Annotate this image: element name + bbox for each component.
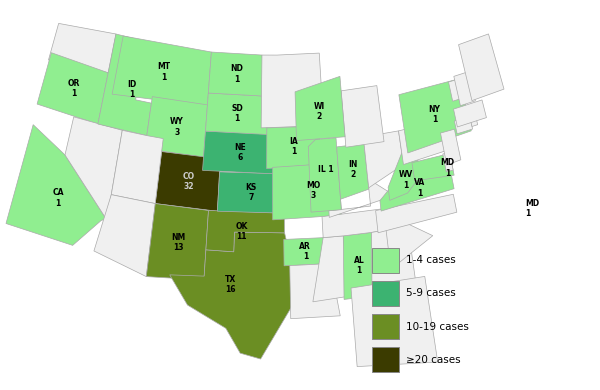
Polygon shape bbox=[443, 152, 453, 172]
Text: NY
1: NY 1 bbox=[428, 105, 440, 124]
Polygon shape bbox=[155, 152, 220, 211]
Polygon shape bbox=[37, 53, 108, 124]
Text: WY
3: WY 3 bbox=[170, 117, 184, 136]
Polygon shape bbox=[98, 34, 151, 136]
Text: CA
1: CA 1 bbox=[52, 188, 64, 207]
Text: WV
1: WV 1 bbox=[399, 170, 413, 190]
Polygon shape bbox=[208, 52, 267, 96]
Polygon shape bbox=[146, 204, 208, 280]
Polygon shape bbox=[6, 125, 106, 245]
Polygon shape bbox=[145, 97, 208, 157]
Text: TX
16: TX 16 bbox=[225, 275, 236, 294]
Text: IL 1: IL 1 bbox=[317, 165, 333, 174]
Polygon shape bbox=[65, 117, 122, 219]
Bar bbox=[372, 347, 399, 372]
Polygon shape bbox=[454, 116, 473, 134]
Polygon shape bbox=[399, 78, 471, 153]
Text: MO
3: MO 3 bbox=[306, 181, 320, 200]
Polygon shape bbox=[454, 100, 487, 127]
Text: OR
1: OR 1 bbox=[67, 79, 80, 98]
Polygon shape bbox=[217, 172, 283, 213]
Text: NM
13: NM 13 bbox=[172, 233, 185, 252]
Polygon shape bbox=[205, 93, 267, 135]
Bar bbox=[372, 281, 399, 306]
Text: AL
1: AL 1 bbox=[354, 256, 365, 275]
Polygon shape bbox=[337, 144, 369, 199]
Polygon shape bbox=[170, 232, 292, 359]
Text: NE
6: NE 6 bbox=[234, 143, 246, 162]
Polygon shape bbox=[470, 115, 478, 126]
Polygon shape bbox=[371, 226, 416, 294]
Polygon shape bbox=[449, 78, 467, 101]
Polygon shape bbox=[203, 131, 276, 174]
Polygon shape bbox=[440, 129, 461, 165]
Text: AR
1: AR 1 bbox=[299, 242, 311, 261]
Polygon shape bbox=[364, 131, 403, 188]
Text: MT
1: MT 1 bbox=[157, 62, 170, 82]
Polygon shape bbox=[412, 153, 454, 181]
Polygon shape bbox=[111, 130, 163, 204]
Text: SD
1: SD 1 bbox=[231, 104, 243, 123]
Polygon shape bbox=[313, 236, 348, 302]
Polygon shape bbox=[386, 224, 433, 269]
Polygon shape bbox=[458, 34, 504, 101]
Text: ≥20 cases: ≥20 cases bbox=[406, 355, 461, 365]
Polygon shape bbox=[112, 36, 211, 106]
Bar bbox=[372, 314, 399, 339]
Polygon shape bbox=[272, 163, 342, 220]
Polygon shape bbox=[94, 195, 155, 277]
Text: ND
1: ND 1 bbox=[231, 64, 244, 84]
Text: MD
1: MD 1 bbox=[525, 199, 539, 218]
Text: KS
7: KS 7 bbox=[245, 183, 256, 202]
Polygon shape bbox=[398, 120, 452, 165]
Polygon shape bbox=[206, 211, 284, 252]
Polygon shape bbox=[454, 72, 475, 106]
Polygon shape bbox=[49, 23, 116, 73]
Text: OK
11: OK 11 bbox=[236, 222, 248, 241]
Text: MD
1: MD 1 bbox=[440, 158, 455, 178]
Polygon shape bbox=[380, 157, 454, 211]
Text: IN
2: IN 2 bbox=[348, 160, 357, 179]
Polygon shape bbox=[388, 153, 428, 200]
Polygon shape bbox=[343, 232, 378, 300]
Text: 1-4 cases: 1-4 cases bbox=[406, 255, 456, 265]
Polygon shape bbox=[284, 238, 330, 266]
Polygon shape bbox=[329, 179, 395, 217]
Text: WI
2: WI 2 bbox=[313, 102, 325, 121]
Text: 5-9 cases: 5-9 cases bbox=[406, 289, 456, 298]
Text: ID
1: ID 1 bbox=[127, 80, 137, 99]
Polygon shape bbox=[266, 126, 321, 168]
Text: 10-19 cases: 10-19 cases bbox=[406, 322, 469, 332]
Text: CO
32: CO 32 bbox=[182, 172, 195, 191]
Text: VA
1: VA 1 bbox=[415, 178, 425, 198]
Polygon shape bbox=[261, 53, 323, 128]
Polygon shape bbox=[322, 207, 399, 238]
Polygon shape bbox=[376, 194, 457, 233]
Polygon shape bbox=[308, 138, 341, 212]
Polygon shape bbox=[341, 86, 384, 147]
Polygon shape bbox=[351, 277, 438, 367]
Bar bbox=[372, 248, 399, 273]
Text: IA
1: IA 1 bbox=[289, 137, 298, 156]
Polygon shape bbox=[290, 264, 340, 319]
Polygon shape bbox=[295, 76, 345, 140]
